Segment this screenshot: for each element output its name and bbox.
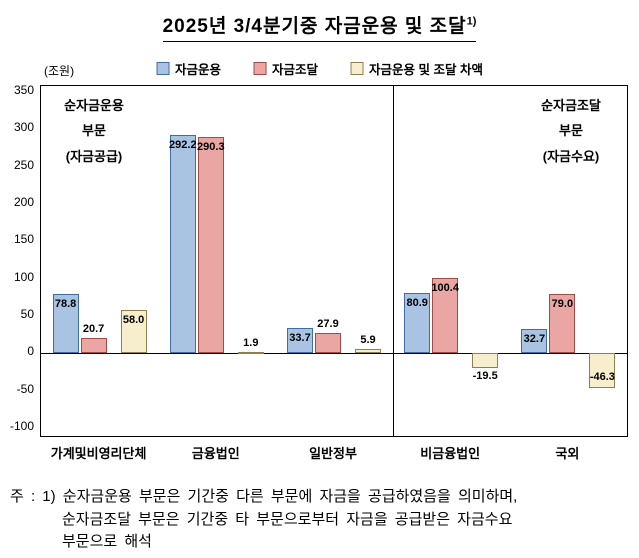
bar-value-label: 292.2 <box>169 139 197 152</box>
footnote-line: 부문으로 해석 <box>62 533 152 550</box>
title-text: 2025년 3/4분기중 자금운용 및 조달 <box>162 16 467 37</box>
annotation-line: (자금수요) <box>542 148 600 164</box>
y-axis-tick-label: 50 <box>20 307 34 321</box>
bar-value-label: 58.0 <box>122 314 145 327</box>
bar <box>521 328 548 354</box>
title-footnote-marker: 1) <box>466 15 477 28</box>
category-label: 가계및비영리단체 <box>50 446 147 461</box>
category-label: 국외 <box>555 446 580 461</box>
y-axis-unit-label: (조원) <box>44 64 75 78</box>
bar <box>52 294 79 354</box>
bar <box>589 353 616 388</box>
bar <box>432 278 459 354</box>
plot-area: 순자금운용 부문 (자금공급) 순자금조달 부문 (자금수요) 78.8 20.7… <box>40 85 628 437</box>
annotation-line: 순자금조달 <box>541 98 601 113</box>
y-axis-tick-label: 200 <box>13 195 34 209</box>
right-sector-annotation: 순자금조달 부문 (자금수요) <box>517 93 625 169</box>
legend-swatch <box>253 62 267 75</box>
bar-value-label: 80.9 <box>406 296 428 309</box>
annotation-line: 부문 <box>559 123 583 139</box>
bar <box>472 353 499 368</box>
y-axis-tick-label: 250 <box>13 157 34 172</box>
bar-value-label: -19.5 <box>472 369 498 382</box>
bar <box>237 351 264 354</box>
bar-value-label: 100.4 <box>431 282 459 295</box>
bar <box>315 332 341 354</box>
bar <box>197 136 224 354</box>
bar-value-label: 5.9 <box>360 333 376 346</box>
legend-label: 자금운용 및 조달 차액 <box>369 63 483 77</box>
annotation-line: 부문 <box>82 123 106 139</box>
zero-axis-line <box>41 353 627 355</box>
sector-divider-line <box>392 86 394 436</box>
annotation-line: (자금공급) <box>65 148 123 164</box>
footnote-line: 순자금조달 부문은 기간중 타 부문으로부터 자금을 공급받은 자금수요 <box>62 510 513 528</box>
bar-value-label: 27.9 <box>317 317 339 330</box>
legend-swatch <box>156 62 170 75</box>
y-axis-tick-label: 0 <box>27 344 34 359</box>
title-row: 2025년 3/4분기중 자금운용 및 조달1) <box>0 11 639 42</box>
legend: 자금운용 자금조달 자금운용 및 조달 차액 <box>156 59 483 78</box>
legend-item: 자금조달 <box>253 59 318 78</box>
y-axis-tick-label: -50 <box>16 381 34 396</box>
bar-value-label: 33.7 <box>289 332 311 345</box>
footnote-line: 주 : 1) 순자금운용 부문은 기간중 다른 부문에 자금을 공급하였음을 의… <box>10 488 518 505</box>
bar-value-label: 32.7 <box>523 332 546 345</box>
y-axis-tick-label: 300 <box>13 120 34 135</box>
page-title: 2025년 3/4분기중 자금운용 및 조달1) <box>162 11 477 42</box>
y-axis-tick-label: -100 <box>9 419 34 433</box>
y-axis-tick-label: 150 <box>13 232 34 247</box>
y-axis-tick-label: 100 <box>13 269 34 284</box>
bar-value-label: 78.8 <box>54 298 77 311</box>
bar-value-label: 1.9 <box>243 336 259 349</box>
category-label: 일반정부 <box>309 446 357 461</box>
category-label: 금융법인 <box>191 446 240 461</box>
bar-value-label: 79.0 <box>551 298 574 311</box>
left-sector-annotation: 순자금운용 부문 (자금공급) <box>41 93 147 169</box>
legend-label: 자금운용 <box>175 63 222 77</box>
bar <box>355 348 381 354</box>
bar-value-label: 290.3 <box>197 140 225 153</box>
bar <box>80 337 107 354</box>
category-label: 비금융법인 <box>420 446 481 461</box>
bar-value-label: 20.7 <box>82 322 105 335</box>
footnote: 주 : 1) 순자금운용 부문은 기간중 다른 부문에 자금을 공급하였음을 의… <box>10 486 635 554</box>
annotation-line: 순자금운용 <box>64 98 124 113</box>
legend-label: 자금조달 <box>272 63 319 77</box>
legend-item: 자금운용 및 조달 차액 <box>350 59 483 78</box>
bar <box>549 294 576 354</box>
bar <box>404 292 431 354</box>
legend-swatch <box>350 62 364 75</box>
y-axis-tick-label: 350 <box>13 83 34 97</box>
bar <box>120 310 147 354</box>
bar-value-label: -46.3 <box>589 370 615 383</box>
legend-item: 자금운용 <box>156 59 221 78</box>
bar <box>287 328 313 354</box>
bar <box>169 135 196 354</box>
